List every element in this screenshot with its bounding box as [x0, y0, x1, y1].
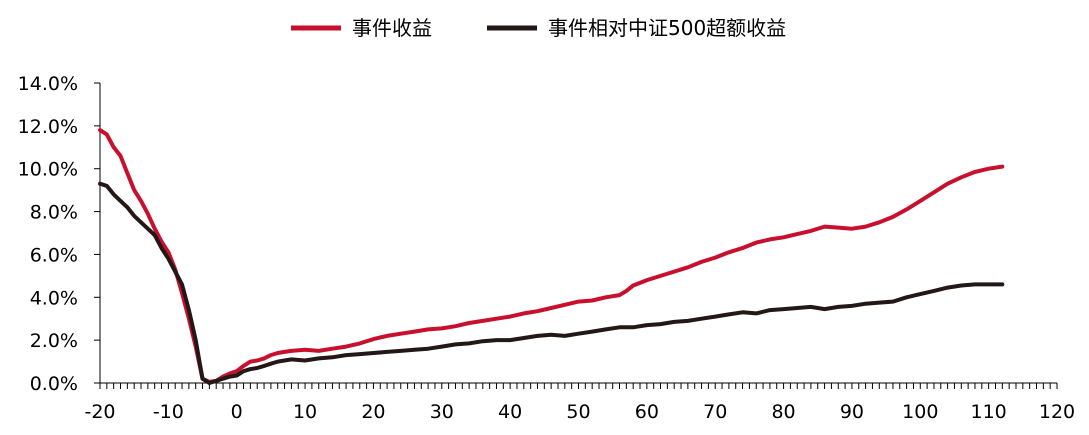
series-layer [98, 128, 1005, 385]
legend: 事件收益 事件相对中证500超额收益 [291, 16, 786, 40]
y-tick-label: 12.0% [18, 116, 78, 138]
x-tick-label: 60 [635, 401, 659, 423]
x-tick-label: -10 [153, 401, 184, 423]
x-tick-label: 0 [231, 401, 243, 423]
y-tick-label: 10.0% [18, 159, 78, 181]
y-tick-label: 14.0% [18, 73, 78, 95]
x-tick-label: 90 [840, 401, 864, 423]
x-tick-label: 70 [703, 401, 727, 423]
x-tick-label: 10 [293, 401, 317, 423]
legend-label-event-return: 事件收益 [352, 16, 432, 40]
y-axis: 0.0% 2.0% 4.0% 6.0% 8.0% 10.0% 12.0% 14.0% [18, 73, 101, 395]
x-tick-label: -20 [84, 401, 115, 423]
y-tick-label: 6.0% [30, 244, 78, 266]
series-line-excess-return [98, 181, 1005, 385]
x-tick-label: 100 [902, 401, 938, 423]
y-tick-label: 0.0% [30, 373, 78, 395]
y-tick-label: 4.0% [30, 287, 78, 309]
legend-label-excess-return: 事件相对中证500超额收益 [548, 16, 786, 40]
y-tick-label: 2.0% [30, 330, 78, 352]
x-tick-label: 40 [498, 401, 522, 423]
x-axis: -20 -10 0 10 20 30 40 50 60 70 80 90 100 110 120 [84, 382, 1075, 423]
x-tick-label: 120 [1039, 401, 1075, 423]
x-tick-label: 80 [771, 401, 795, 423]
x-tick-label: 50 [566, 401, 590, 423]
series-line-event-return [98, 128, 1005, 384]
x-tick-label: 110 [971, 401, 1007, 423]
y-tick-label: 8.0% [30, 202, 78, 224]
x-tick-label: 30 [430, 401, 454, 423]
x-tick-label: 20 [361, 401, 385, 423]
